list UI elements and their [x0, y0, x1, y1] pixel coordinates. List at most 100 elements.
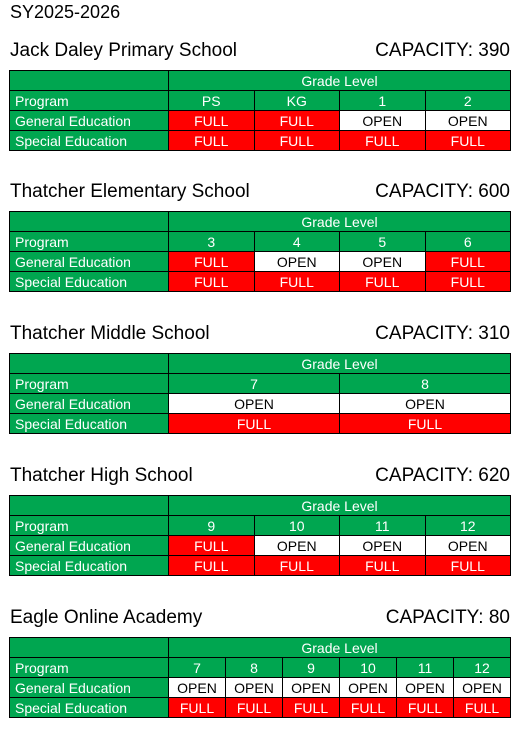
program-row: Program 7 8 [9, 373, 511, 394]
general-education-row: General Education OPEN OPEN [9, 393, 511, 414]
status-cell: OPEN [424, 535, 512, 556]
status-cell: FULL [339, 271, 426, 292]
grade-cell: 5 [339, 231, 426, 252]
program-label: Program [9, 515, 169, 536]
status-cell: OPEN [339, 677, 397, 698]
general-education-row: General Education FULL FULL OPEN OPEN [9, 110, 512, 131]
status-cell: FULL [168, 251, 255, 272]
program-label: Program [9, 231, 169, 252]
status-cell: FULL [396, 697, 454, 718]
grade-cell: 10 [253, 515, 340, 536]
status-cell: OPEN [225, 677, 283, 698]
status-cell: FULL [339, 130, 426, 151]
grade-cell: 1 [339, 90, 426, 111]
grade-level-header: Grade Level [167, 637, 512, 658]
grade-cell: PS [168, 90, 255, 111]
grade-level-row: Grade Level [9, 353, 511, 374]
grade-cell: 4 [253, 231, 340, 252]
special-education-row: Special Education FULL FULL [9, 413, 511, 434]
enrollment-table: Grade Level Program 7 8 General Education OPE… [9, 353, 511, 434]
school-header: Thatcher High School CAPACITY: 620 [10, 461, 510, 491]
special-education-label: Special Education [9, 697, 169, 718]
school-header: Eagle Online Academy CAPACITY: 80 [10, 603, 510, 633]
grade-cell: 11 [339, 515, 426, 536]
grade-cell: 3 [168, 231, 255, 252]
school-capacity: CAPACITY: 80 [385, 607, 510, 628]
grade-cell: KG [253, 90, 340, 111]
status-cell: OPEN [339, 251, 426, 272]
general-education-label: General Education [9, 110, 169, 131]
school-section: Thatcher Elementary School CAPACITY: 600 G… [0, 177, 513, 319]
school-capacity: CAPACITY: 620 [375, 465, 510, 486]
school-name: Jack Daley Primary School [10, 40, 238, 61]
grade-level-row: Grade Level [9, 637, 512, 658]
general-education-row: General Education FULL OPEN OPEN FULL [9, 251, 512, 272]
status-cell: OPEN [168, 677, 226, 698]
status-cell: FULL [339, 413, 511, 434]
status-cell: FULL [253, 271, 340, 292]
grade-cell: 12 [424, 515, 512, 536]
status-cell: FULL [168, 555, 255, 576]
status-cell: FULL [452, 697, 512, 718]
special-education-row: Special Education FULL FULL FULL FULL FULL FUL… [9, 697, 512, 718]
general-education-label: General Education [9, 251, 169, 272]
school-name: Eagle Online Academy [10, 607, 203, 628]
special-education-row: Special Education FULL FULL FULL FULL [9, 555, 512, 576]
program-label: Program [9, 657, 169, 678]
status-cell: FULL [168, 130, 255, 151]
program-row: Program 3 4 5 6 [9, 231, 512, 252]
status-cell: OPEN [339, 393, 511, 414]
special-education-row: Special Education FULL FULL FULL FULL [9, 130, 512, 151]
grade-cell: 8 [339, 373, 511, 394]
special-education-label: Special Education [9, 413, 169, 434]
school-name: Thatcher Middle School [10, 323, 210, 344]
program-row: Program PS KG 1 2 [9, 90, 512, 111]
school-section: Eagle Online Academy CAPACITY: 80 Grade Le… [0, 603, 513, 745]
grade-cell: 7 [168, 657, 226, 678]
status-cell: FULL [253, 130, 340, 151]
school-name: Thatcher High School [10, 465, 193, 486]
status-cell: FULL [168, 271, 255, 292]
grade-cell: 9 [168, 515, 255, 536]
status-cell: FULL [253, 555, 340, 576]
status-cell: FULL [168, 535, 255, 556]
status-cell: OPEN [253, 251, 340, 272]
school-header: Thatcher Elementary School CAPACITY: 600 [10, 177, 510, 207]
status-cell: FULL [339, 697, 397, 718]
general-education-label: General Education [9, 677, 169, 698]
special-education-row: Special Education FULL FULL FULL FULL [9, 271, 512, 292]
school-section: Jack Daley Primary School CAPACITY: 390 Gr… [0, 36, 513, 178]
school-header: Thatcher Middle School CAPACITY: 310 [10, 319, 510, 349]
general-education-row: General Education OPEN OPEN OPEN OPEN OPEN OPE… [9, 677, 512, 698]
special-education-label: Special Education [9, 130, 169, 151]
enrollment-table: Grade Level Program 7 8 9 10 11 12 General Educa… [9, 637, 512, 718]
status-cell: FULL [253, 110, 340, 131]
grade-cell: 12 [452, 657, 512, 678]
grade-level-header: Grade Level [167, 70, 512, 91]
grade-cell: 8 [225, 657, 283, 678]
empty-header-cell [9, 70, 169, 91]
status-cell: FULL [168, 110, 255, 131]
empty-header-cell [9, 211, 169, 232]
status-cell: FULL [225, 697, 283, 718]
enrollment-table: Grade Level Program PS KG 1 2 General Educatio… [9, 70, 512, 151]
program-label: Program [9, 373, 169, 394]
school-name: Thatcher Elementary School [10, 181, 250, 202]
school-section: Thatcher Middle School CAPACITY: 310 Grade… [0, 319, 513, 461]
status-cell: OPEN [339, 535, 426, 556]
enrollment-table: Grade Level Program 9 10 11 12 General Educati… [9, 495, 512, 576]
status-cell: OPEN [424, 110, 512, 131]
status-cell: OPEN [253, 535, 340, 556]
grade-cell: 2 [424, 90, 512, 111]
grade-cell: 10 [339, 657, 397, 678]
special-education-label: Special Education [9, 555, 169, 576]
general-education-label: General Education [9, 535, 169, 556]
status-cell: FULL [424, 130, 512, 151]
status-cell: OPEN [282, 677, 340, 698]
grade-level-row: Grade Level [9, 70, 512, 91]
empty-header-cell [9, 495, 169, 516]
grade-level-row: Grade Level [9, 211, 512, 232]
school-capacity: CAPACITY: 600 [375, 181, 510, 202]
status-cell: OPEN [168, 393, 340, 414]
status-cell: OPEN [396, 677, 454, 698]
